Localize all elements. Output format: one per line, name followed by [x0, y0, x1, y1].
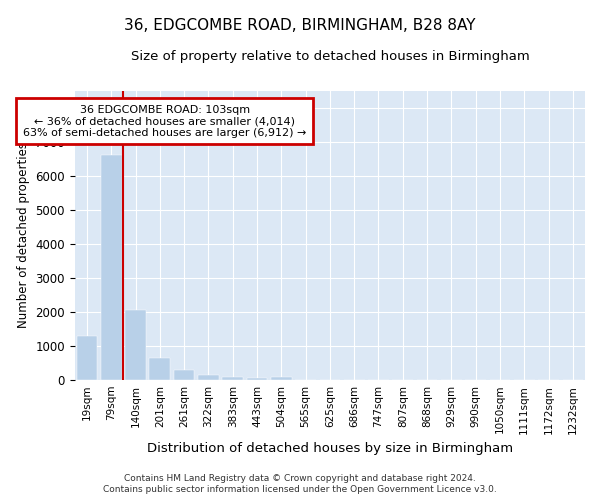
Title: Size of property relative to detached houses in Birmingham: Size of property relative to detached ho…: [131, 50, 529, 63]
Bar: [149, 358, 170, 380]
Bar: [174, 370, 194, 380]
Bar: [247, 378, 268, 380]
Bar: [198, 375, 219, 380]
X-axis label: Distribution of detached houses by size in Birmingham: Distribution of detached houses by size …: [147, 442, 513, 455]
Bar: [271, 376, 292, 380]
Bar: [77, 336, 97, 380]
Text: Contains HM Land Registry data © Crown copyright and database right 2024.
Contai: Contains HM Land Registry data © Crown c…: [103, 474, 497, 494]
Text: 36, EDGCOMBE ROAD, BIRMINGHAM, B28 8AY: 36, EDGCOMBE ROAD, BIRMINGHAM, B28 8AY: [124, 18, 476, 32]
Bar: [125, 310, 146, 380]
Bar: [101, 156, 122, 380]
Y-axis label: Number of detached properties: Number of detached properties: [17, 142, 30, 328]
Bar: [223, 376, 243, 380]
Text: 36 EDGCOMBE ROAD: 103sqm
← 36% of detached houses are smaller (4,014)
63% of sem: 36 EDGCOMBE ROAD: 103sqm ← 36% of detach…: [23, 104, 307, 138]
